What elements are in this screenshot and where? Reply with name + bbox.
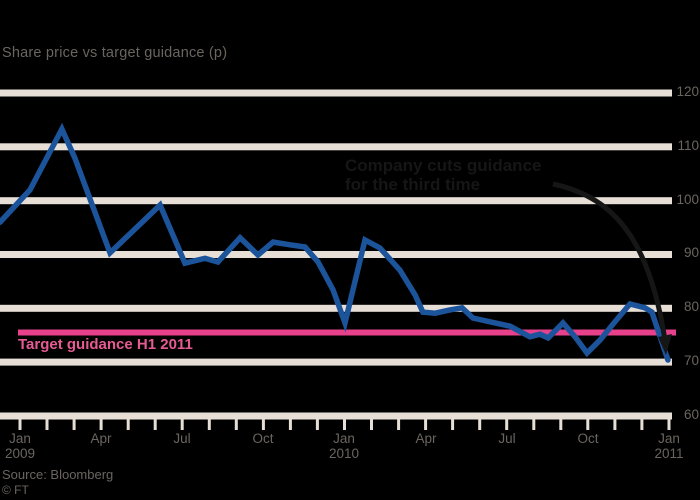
x-axis-tick	[261, 419, 265, 430]
x-axis-tick	[370, 419, 373, 430]
y-axis-tick-label: 60	[683, 407, 699, 422]
gridline	[0, 412, 672, 420]
x-axis-tick-label: Apr	[90, 431, 112, 446]
x-axis-tick	[640, 419, 644, 430]
x-axis-tick-label: Oct	[577, 431, 599, 446]
x-axis-tick	[153, 419, 157, 430]
x-axis-tick-label: Jul	[173, 431, 191, 446]
gridline	[0, 304, 672, 312]
x-axis-tick	[505, 419, 509, 430]
x-axis-tick	[478, 419, 482, 430]
x-axis-tick-label: Jan 2010	[328, 431, 360, 461]
x-axis-tick	[667, 419, 671, 430]
y-axis-tick-label: 120	[676, 84, 699, 99]
x-axis-tick-label: Jan 2009	[4, 431, 36, 461]
x-axis-tick	[613, 419, 617, 430]
x-axis-tick	[99, 419, 103, 430]
x-axis-tick	[315, 419, 319, 430]
x-axis-tick	[207, 419, 211, 430]
gridlines	[0, 89, 672, 420]
x-axis-tick	[451, 419, 455, 430]
x-axis-tick	[424, 419, 428, 430]
share-price-line	[0, 122, 671, 363]
y-axis-tick-label: 70	[683, 353, 699, 368]
x-axis-tick-label: Jan 2011	[654, 431, 684, 461]
source-text: Source: Bloomberg	[2, 467, 114, 482]
x-axis-tick-label: Jul	[498, 431, 516, 446]
y-axis-tick-label: 100	[676, 192, 699, 207]
y-axis-tick-label: 110	[677, 138, 699, 153]
x-axis-tick	[18, 419, 22, 430]
target-guidance-label: Target guidance H1 2011	[18, 336, 193, 353]
target-guidance-line	[18, 329, 676, 336]
x-axis-ticks	[18, 419, 671, 430]
x-axis-tick	[343, 419, 346, 430]
copyright-text: © FT	[2, 483, 29, 497]
y-axis-tick-label: 90	[683, 245, 699, 260]
x-axis-tick	[126, 419, 130, 430]
gridline	[0, 358, 672, 366]
annotation-text-line2: for the third time	[345, 175, 481, 194]
x-axis-tick-label: Oct	[252, 431, 274, 446]
x-axis-tick	[586, 419, 590, 430]
annotation-arrow-icon	[552, 181, 672, 355]
gridline	[0, 251, 672, 258]
x-axis-tick-label: Apr	[415, 431, 437, 446]
x-axis-tick	[72, 419, 76, 430]
gridline	[0, 89, 672, 97]
x-axis-tick	[288, 419, 292, 430]
annotation-text-line1: Company cuts guidance	[345, 156, 542, 175]
gridline	[0, 197, 672, 205]
x-axis-tick	[180, 419, 184, 430]
x-axis-tick	[45, 419, 49, 430]
x-axis-tick	[234, 419, 238, 430]
chart-subtitle: Share price vs target guidance (p)	[2, 45, 228, 61]
y-axis-tick-label: 80	[683, 299, 699, 314]
gridline	[0, 143, 672, 151]
x-axis-tick	[397, 419, 401, 430]
x-axis-tick	[559, 419, 563, 430]
x-axis-tick	[532, 419, 536, 430]
